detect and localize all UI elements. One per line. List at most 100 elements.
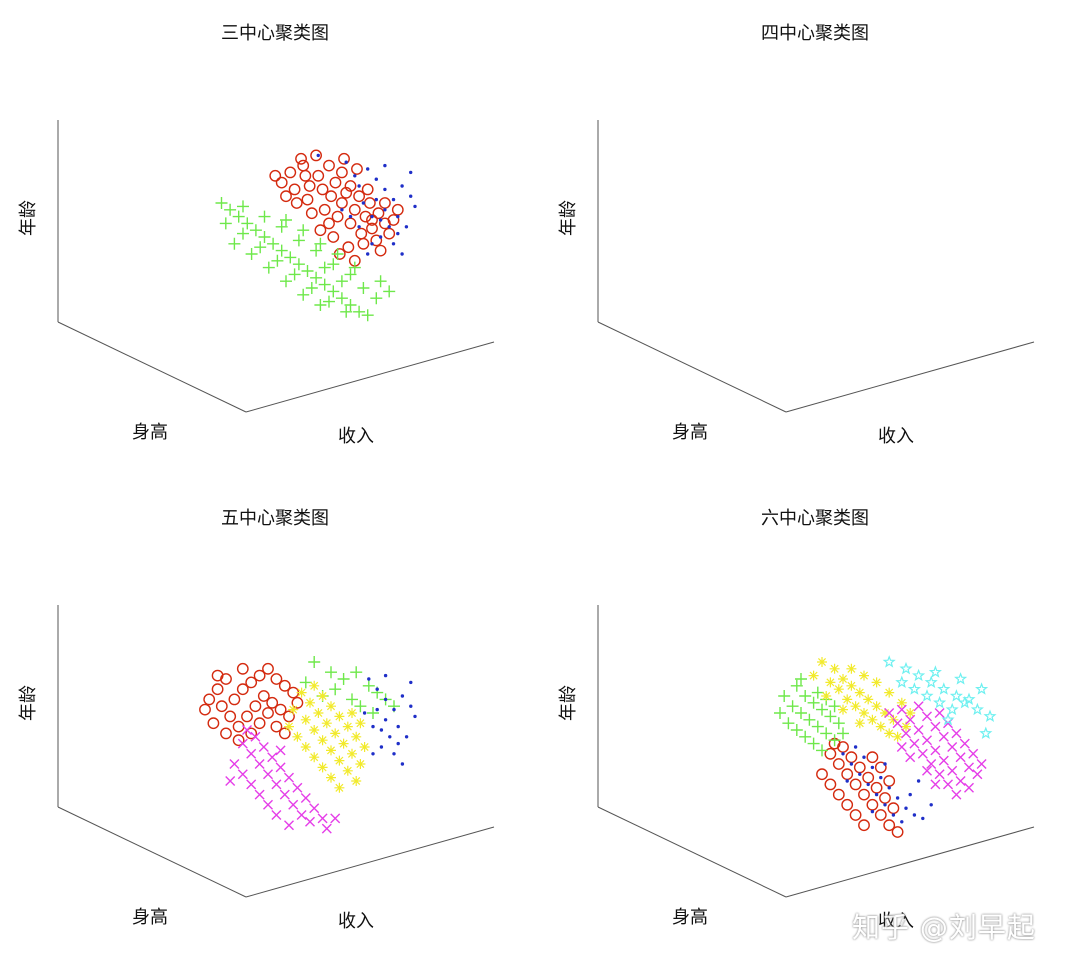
data-point: [372, 207, 385, 220]
z-axis-label: 年龄: [18, 685, 39, 721]
data-point: [928, 665, 942, 678]
data-point: [215, 700, 228, 713]
data-point: [278, 727, 291, 740]
data-point: [334, 711, 345, 722]
data-point: [342, 765, 353, 776]
data-point: [383, 697, 388, 702]
data-point: [413, 204, 417, 209]
data-point: [257, 690, 270, 702]
data-point: [301, 265, 314, 277]
data-point: [338, 152, 350, 165]
data-point: [396, 724, 400, 729]
data-point: [288, 268, 301, 281]
data-point: [951, 728, 962, 739]
x-axis-line: [57, 321, 247, 413]
data-point: [895, 675, 909, 688]
data-point: [409, 194, 413, 198]
data-point: [361, 183, 374, 196]
data-point: [900, 820, 904, 824]
data-point: [366, 222, 378, 235]
data-point: [871, 701, 882, 712]
chart-title: 四中心聚类图: [761, 23, 869, 44]
series-plus: [299, 656, 400, 719]
data-point: [317, 735, 328, 746]
data-point: [883, 775, 896, 787]
data-point: [275, 745, 286, 756]
data-point: [326, 745, 336, 756]
data-point: [912, 668, 926, 682]
data-point: [228, 693, 241, 706]
data-point: [344, 217, 357, 230]
data-point: [811, 720, 824, 733]
data-point: [309, 680, 320, 691]
data-point: [862, 771, 875, 784]
data-point: [392, 707, 396, 712]
data-point: [237, 769, 248, 780]
data-point: [353, 305, 366, 318]
data-point: [849, 809, 862, 821]
data-point: [270, 720, 283, 733]
data-point: [357, 237, 370, 250]
data-point: [305, 282, 318, 294]
data-point: [288, 704, 299, 715]
data-point: [858, 772, 862, 776]
data-point: [905, 714, 916, 725]
data-point: [284, 251, 297, 264]
data-point: [305, 697, 315, 708]
data-point: [828, 734, 841, 747]
data-point: [300, 714, 311, 725]
data-point: [330, 728, 341, 739]
axes-box: [597, 605, 1035, 898]
data-point: [922, 735, 932, 746]
data-point: [895, 796, 900, 800]
data-point: [355, 759, 366, 769]
data-point: [841, 768, 854, 781]
series-asterisk: [808, 657, 916, 742]
data-point: [275, 762, 286, 773]
data-point: [807, 737, 820, 750]
data-point: [323, 217, 335, 230]
data-point: [824, 747, 837, 760]
data-point: [954, 672, 968, 685]
data-point: [842, 694, 853, 705]
data-point: [909, 738, 920, 749]
data-point: [945, 702, 959, 716]
data-point: [846, 663, 857, 674]
data-point: [871, 677, 882, 688]
data-point: [955, 776, 966, 786]
data-point: [347, 748, 357, 759]
data-point: [922, 765, 932, 776]
data-point: [964, 762, 974, 773]
data-point: [274, 703, 287, 716]
data-point: [845, 751, 858, 764]
data-point: [305, 816, 315, 827]
data-point: [901, 728, 911, 739]
data-point: [884, 687, 895, 698]
data-point: [378, 235, 383, 239]
data-point: [299, 169, 312, 182]
data-point: [267, 237, 280, 250]
data-point: [295, 152, 307, 165]
data-point: [396, 741, 400, 746]
data-point: [253, 717, 266, 730]
data-point: [275, 244, 288, 257]
data-point: [879, 775, 883, 780]
data-point: [283, 710, 295, 723]
y-axis-label: 收入: [878, 426, 914, 447]
data-point: [947, 742, 958, 752]
data-point: [271, 254, 284, 267]
data-point: [303, 180, 316, 192]
data-point: [263, 799, 273, 810]
data-point: [892, 731, 903, 742]
chart-title: 六中心聚类图: [761, 508, 869, 529]
data-point: [232, 210, 245, 223]
data-point: [207, 717, 220, 730]
data-point: [866, 782, 870, 787]
data-point: [270, 673, 283, 685]
data-point: [237, 200, 249, 213]
data-point: [254, 241, 267, 254]
data-point: [250, 731, 261, 742]
data-point: [335, 275, 348, 288]
data-point: [404, 225, 409, 229]
